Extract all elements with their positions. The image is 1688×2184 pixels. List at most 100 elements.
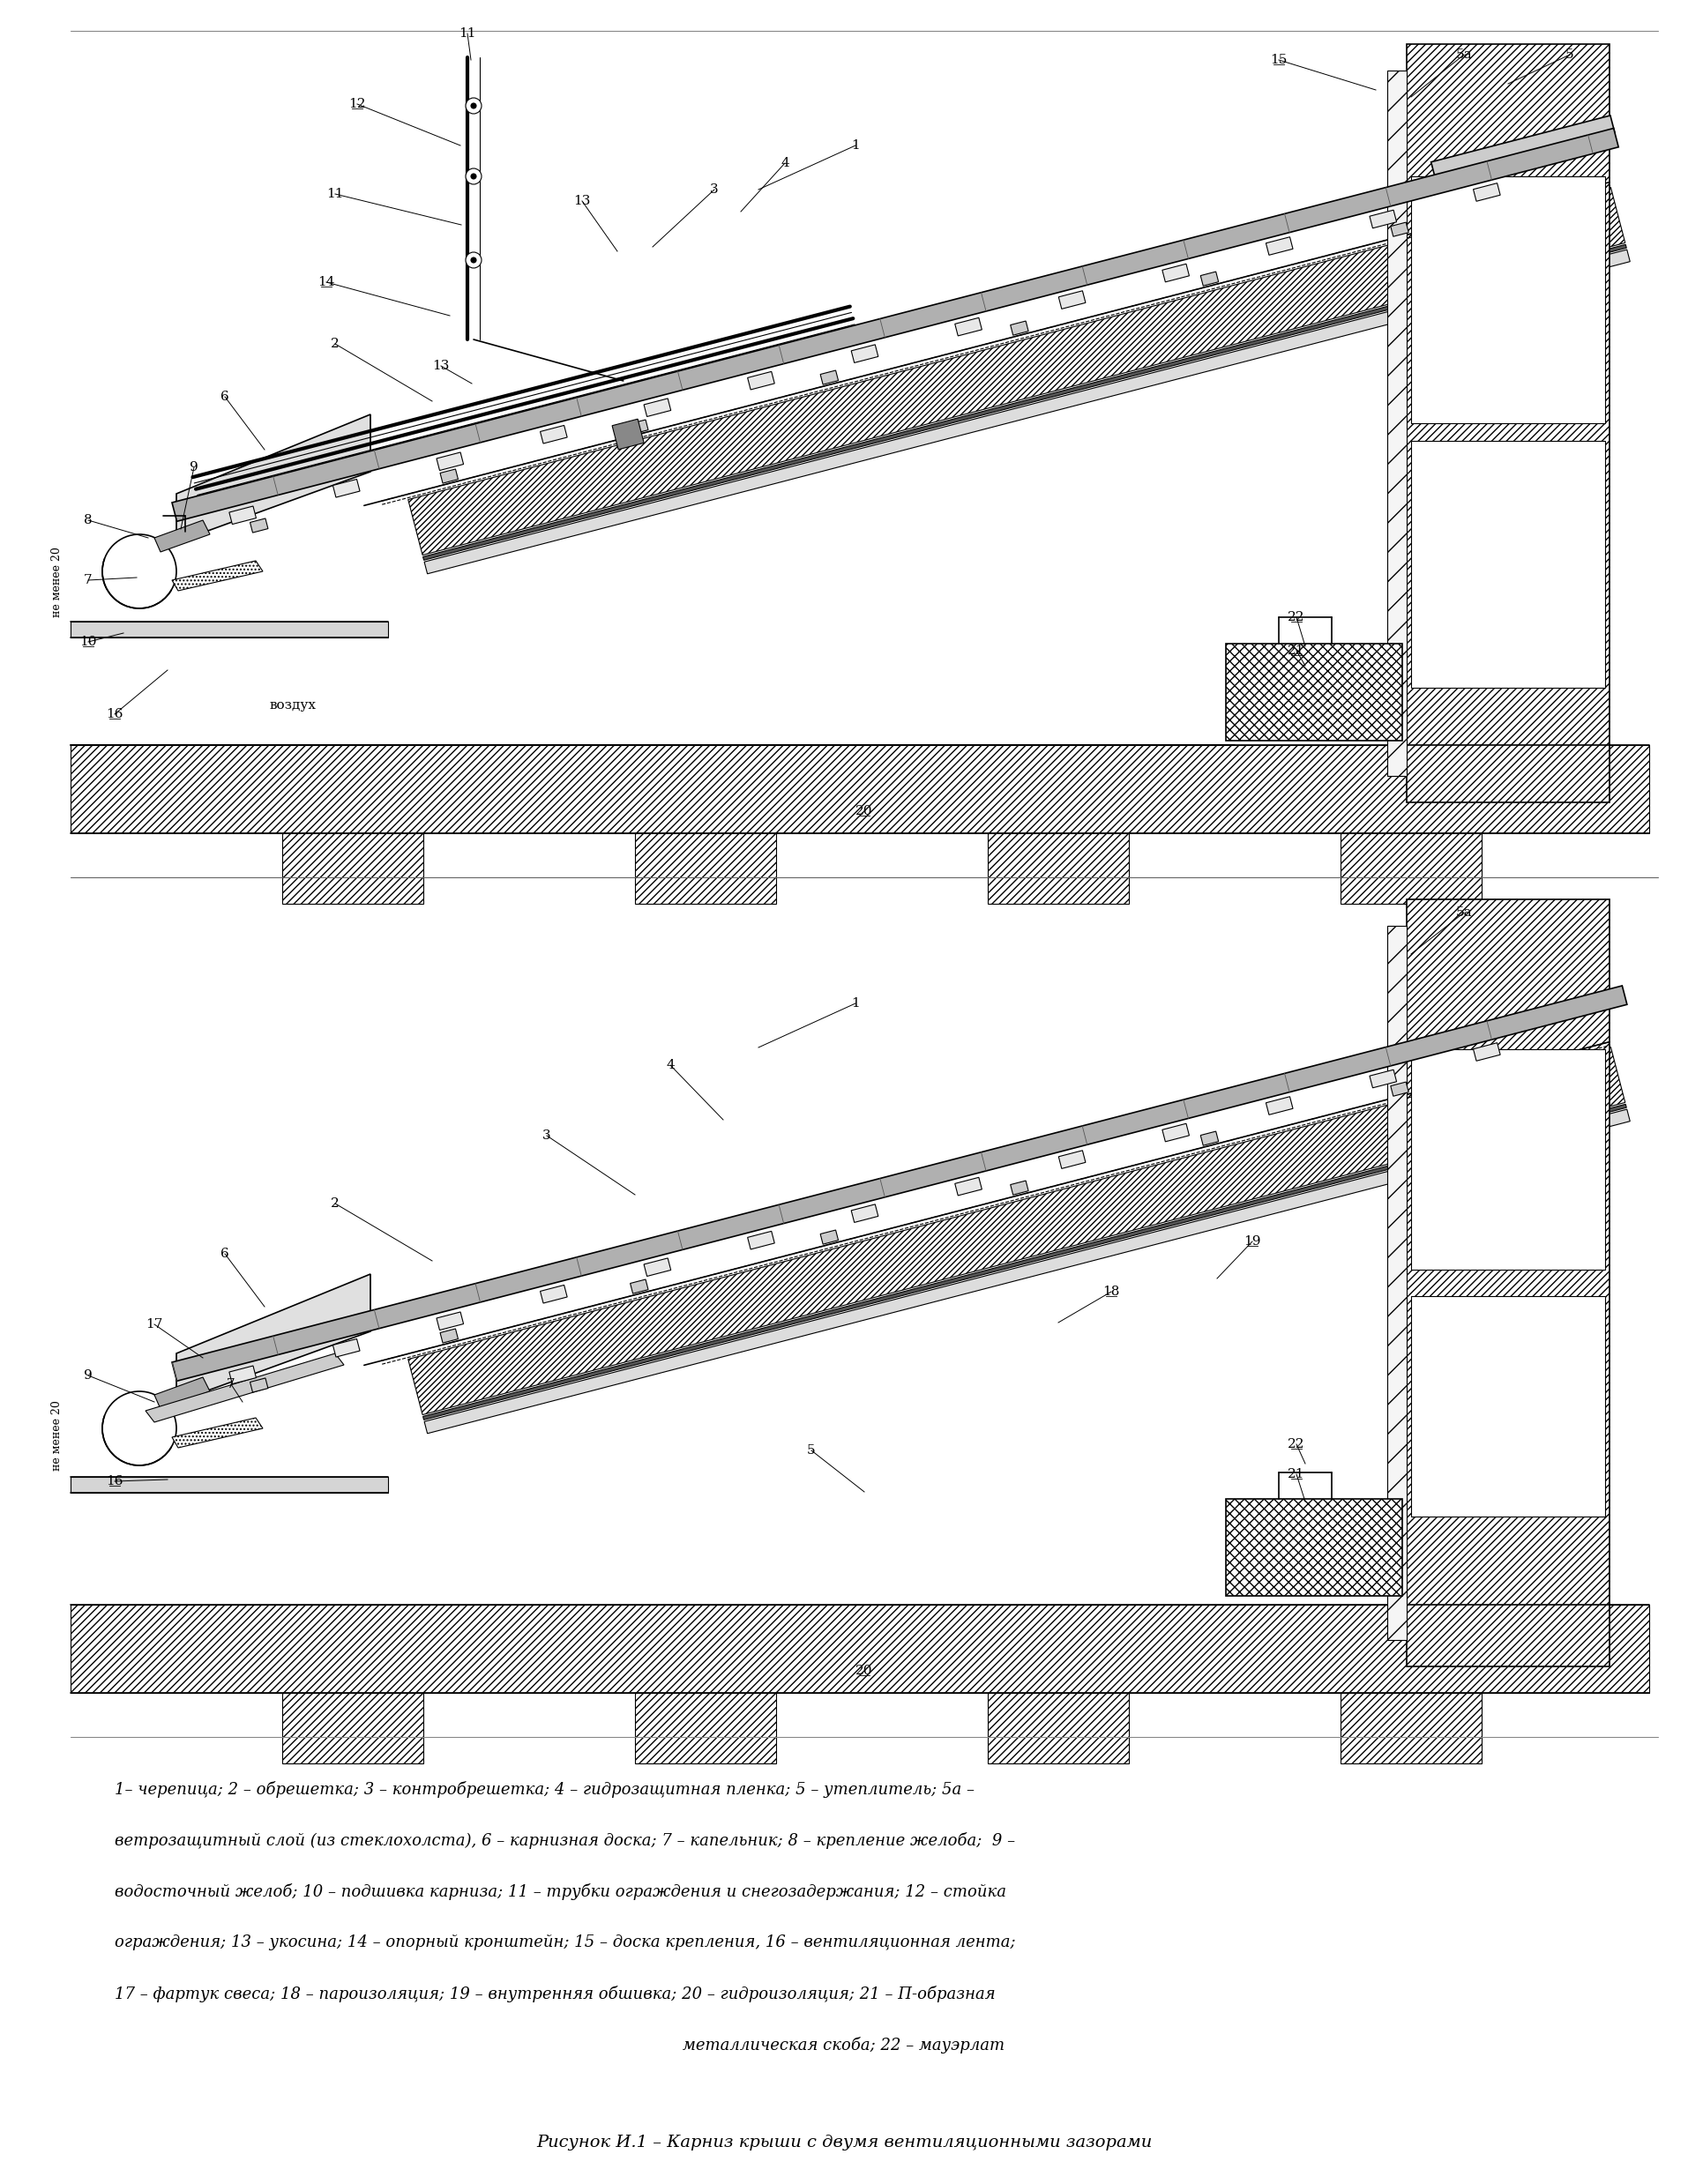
Text: не менее 20: не менее 20 (52, 1400, 62, 1470)
Text: 1– черепица; 2 – обрешетка; 3 – контробрешетка; 4 – гидрозащитная пленка; 5 – ут: 1– черепица; 2 – обрешетка; 3 – контробр… (115, 1782, 974, 1797)
Text: 5: 5 (1565, 48, 1575, 61)
Text: 5: 5 (807, 1444, 815, 1457)
Text: 7: 7 (226, 1378, 235, 1391)
Polygon shape (441, 470, 457, 483)
Circle shape (471, 175, 476, 179)
Text: 7: 7 (84, 574, 93, 585)
Circle shape (471, 103, 476, 109)
Polygon shape (176, 415, 370, 542)
Text: 8: 8 (84, 513, 93, 526)
Polygon shape (1411, 1295, 1605, 1516)
Text: 22: 22 (1288, 1437, 1305, 1450)
Polygon shape (851, 345, 878, 363)
Text: 17: 17 (145, 1319, 162, 1330)
Circle shape (103, 535, 176, 609)
Polygon shape (172, 985, 1627, 1380)
Polygon shape (987, 1693, 1129, 1762)
Polygon shape (250, 518, 268, 533)
Polygon shape (1225, 1498, 1403, 1597)
Polygon shape (154, 1378, 209, 1409)
Text: 5а: 5а (1455, 48, 1472, 61)
Polygon shape (820, 371, 839, 384)
Polygon shape (1058, 290, 1085, 308)
Polygon shape (441, 1328, 457, 1343)
Polygon shape (1391, 223, 1408, 236)
Text: 9: 9 (84, 1369, 93, 1382)
Text: 4: 4 (667, 1059, 675, 1072)
Text: 5а: 5а (1455, 906, 1472, 919)
Text: ветрозащитный слой (из стеклохолста), 6 – карнизная доска; 7 – капельник; 8 – кр: ветрозащитный слой (из стеклохолста), 6 … (115, 1832, 1014, 1850)
Polygon shape (540, 426, 567, 443)
Polygon shape (820, 1230, 839, 1245)
Text: 3: 3 (711, 183, 719, 197)
Text: 19: 19 (1244, 1236, 1261, 1247)
Text: 21: 21 (1288, 644, 1305, 657)
Polygon shape (172, 561, 263, 590)
Polygon shape (1200, 1131, 1219, 1147)
Polygon shape (333, 1339, 360, 1356)
Text: 16: 16 (106, 708, 123, 721)
Text: 10: 10 (79, 636, 96, 649)
Polygon shape (987, 834, 1129, 904)
Text: 1: 1 (851, 140, 859, 151)
Polygon shape (1011, 1182, 1028, 1195)
Polygon shape (955, 317, 982, 336)
Text: 20: 20 (856, 806, 873, 817)
Text: 6: 6 (221, 391, 230, 402)
Polygon shape (424, 249, 1631, 574)
Polygon shape (424, 245, 1627, 559)
Polygon shape (1406, 900, 1610, 1666)
Polygon shape (1391, 1081, 1408, 1096)
Polygon shape (154, 520, 209, 553)
Circle shape (466, 251, 481, 269)
Text: 13: 13 (574, 194, 591, 207)
Text: 13: 13 (432, 360, 449, 371)
Polygon shape (1369, 1070, 1396, 1088)
Text: металлическая скоба; 22 – мауэрлат: металлическая скоба; 22 – мауэрлат (684, 2038, 1004, 2053)
Polygon shape (176, 1273, 370, 1402)
Polygon shape (408, 188, 1626, 555)
Text: 4: 4 (780, 157, 790, 170)
Polygon shape (71, 745, 1649, 834)
Polygon shape (955, 1177, 982, 1195)
Polygon shape (408, 1046, 1626, 1415)
Text: 11: 11 (326, 188, 344, 201)
Polygon shape (1266, 1096, 1293, 1114)
Polygon shape (145, 1354, 344, 1422)
Polygon shape (172, 1417, 263, 1448)
Polygon shape (1225, 644, 1403, 740)
Polygon shape (1388, 926, 1406, 1640)
Text: 18: 18 (1102, 1286, 1119, 1297)
Text: 6: 6 (221, 1247, 230, 1260)
Polygon shape (1406, 44, 1610, 802)
Polygon shape (1058, 1151, 1085, 1168)
Polygon shape (1340, 834, 1482, 904)
Polygon shape (1340, 1693, 1482, 1762)
Circle shape (103, 1391, 176, 1465)
Text: 3: 3 (542, 1129, 550, 1142)
Polygon shape (635, 834, 776, 904)
Polygon shape (1369, 210, 1396, 227)
Text: 9: 9 (189, 461, 197, 474)
Text: не менее 20: не менее 20 (52, 546, 62, 618)
Polygon shape (1411, 177, 1605, 424)
Text: 14: 14 (317, 275, 334, 288)
Text: 15: 15 (1271, 55, 1288, 66)
Text: 22: 22 (1288, 612, 1305, 622)
Polygon shape (1011, 321, 1028, 334)
Polygon shape (748, 1232, 775, 1249)
Polygon shape (643, 1258, 670, 1275)
Text: ограждения; 13 – укосина; 14 – опорный кронштейн; 15 – доска крепления, 16 – вен: ограждения; 13 – укосина; 14 – опорный к… (115, 1935, 1016, 1950)
Polygon shape (71, 1605, 1649, 1693)
Polygon shape (1266, 236, 1293, 256)
Polygon shape (540, 1284, 567, 1304)
Polygon shape (1388, 70, 1406, 775)
Polygon shape (172, 129, 1619, 522)
Polygon shape (630, 419, 648, 435)
Text: 11: 11 (459, 28, 476, 39)
Polygon shape (71, 622, 388, 638)
Polygon shape (1200, 271, 1219, 286)
Text: 20: 20 (856, 1664, 873, 1677)
Polygon shape (1163, 1123, 1190, 1142)
Polygon shape (71, 1476, 388, 1492)
